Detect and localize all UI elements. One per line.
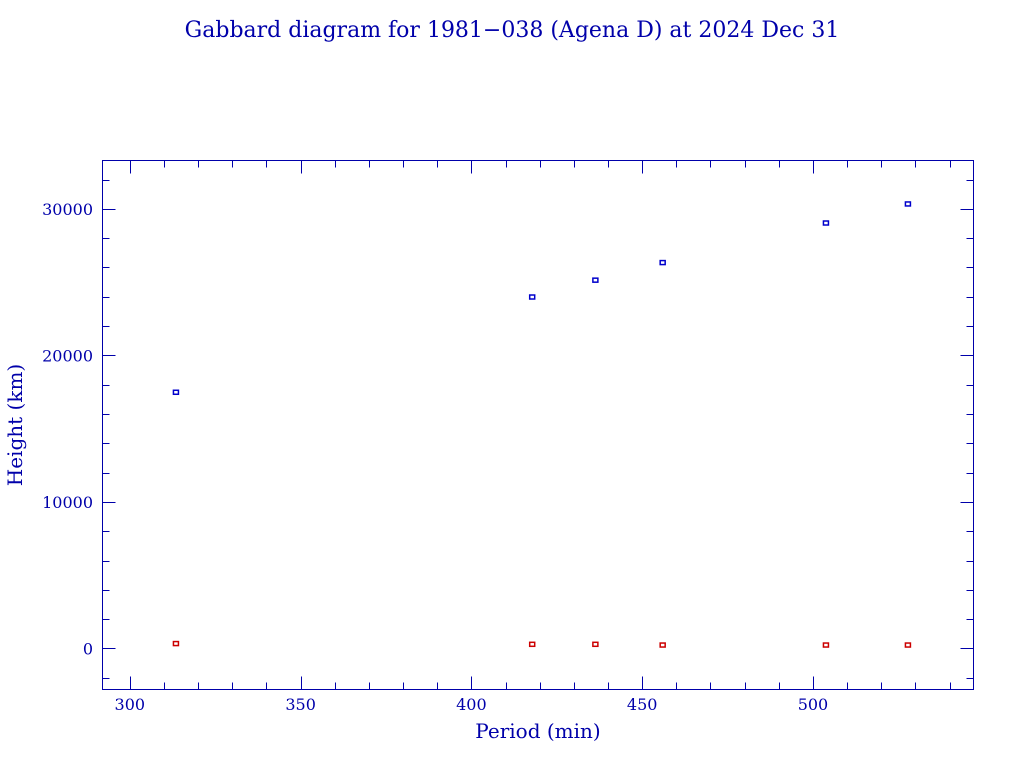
x-tick-label: 500 [798, 695, 829, 714]
perigee-point [592, 641, 599, 648]
plot-frame [102, 160, 974, 690]
axis-ticks [102, 160, 974, 690]
perigee-point [172, 640, 180, 647]
perigee-point [528, 641, 536, 648]
x-tick-label: 450 [627, 695, 658, 714]
apogee-point [904, 201, 912, 207]
x-tick-label: 400 [456, 695, 487, 714]
y-axis-label: Height (km) [3, 364, 27, 486]
y-tick-label: 30000 [42, 200, 93, 219]
apogee-point [528, 294, 536, 300]
y-tick-label: 20000 [42, 346, 93, 365]
x-tick-label: 350 [285, 695, 316, 714]
perigee-point [822, 642, 830, 648]
y-tick-label: 10000 [42, 493, 93, 512]
chart-title: Gabbard diagram for 1981−038 (Agena D) a… [185, 18, 840, 43]
y-tick-label: 0 [83, 639, 93, 658]
apogee-point [172, 389, 180, 396]
tick-labels: 300 350 400 450 500 0 10000 20000 30000 [42, 200, 828, 714]
apogee-point [822, 220, 830, 226]
x-tick-label: 300 [115, 695, 146, 714]
apogee-point [659, 259, 666, 266]
x-axis-label: Period (min) [475, 719, 600, 743]
data-points [172, 201, 912, 648]
perigee-point [904, 642, 912, 648]
perigee-point [659, 642, 666, 648]
apogee-point [592, 277, 599, 283]
